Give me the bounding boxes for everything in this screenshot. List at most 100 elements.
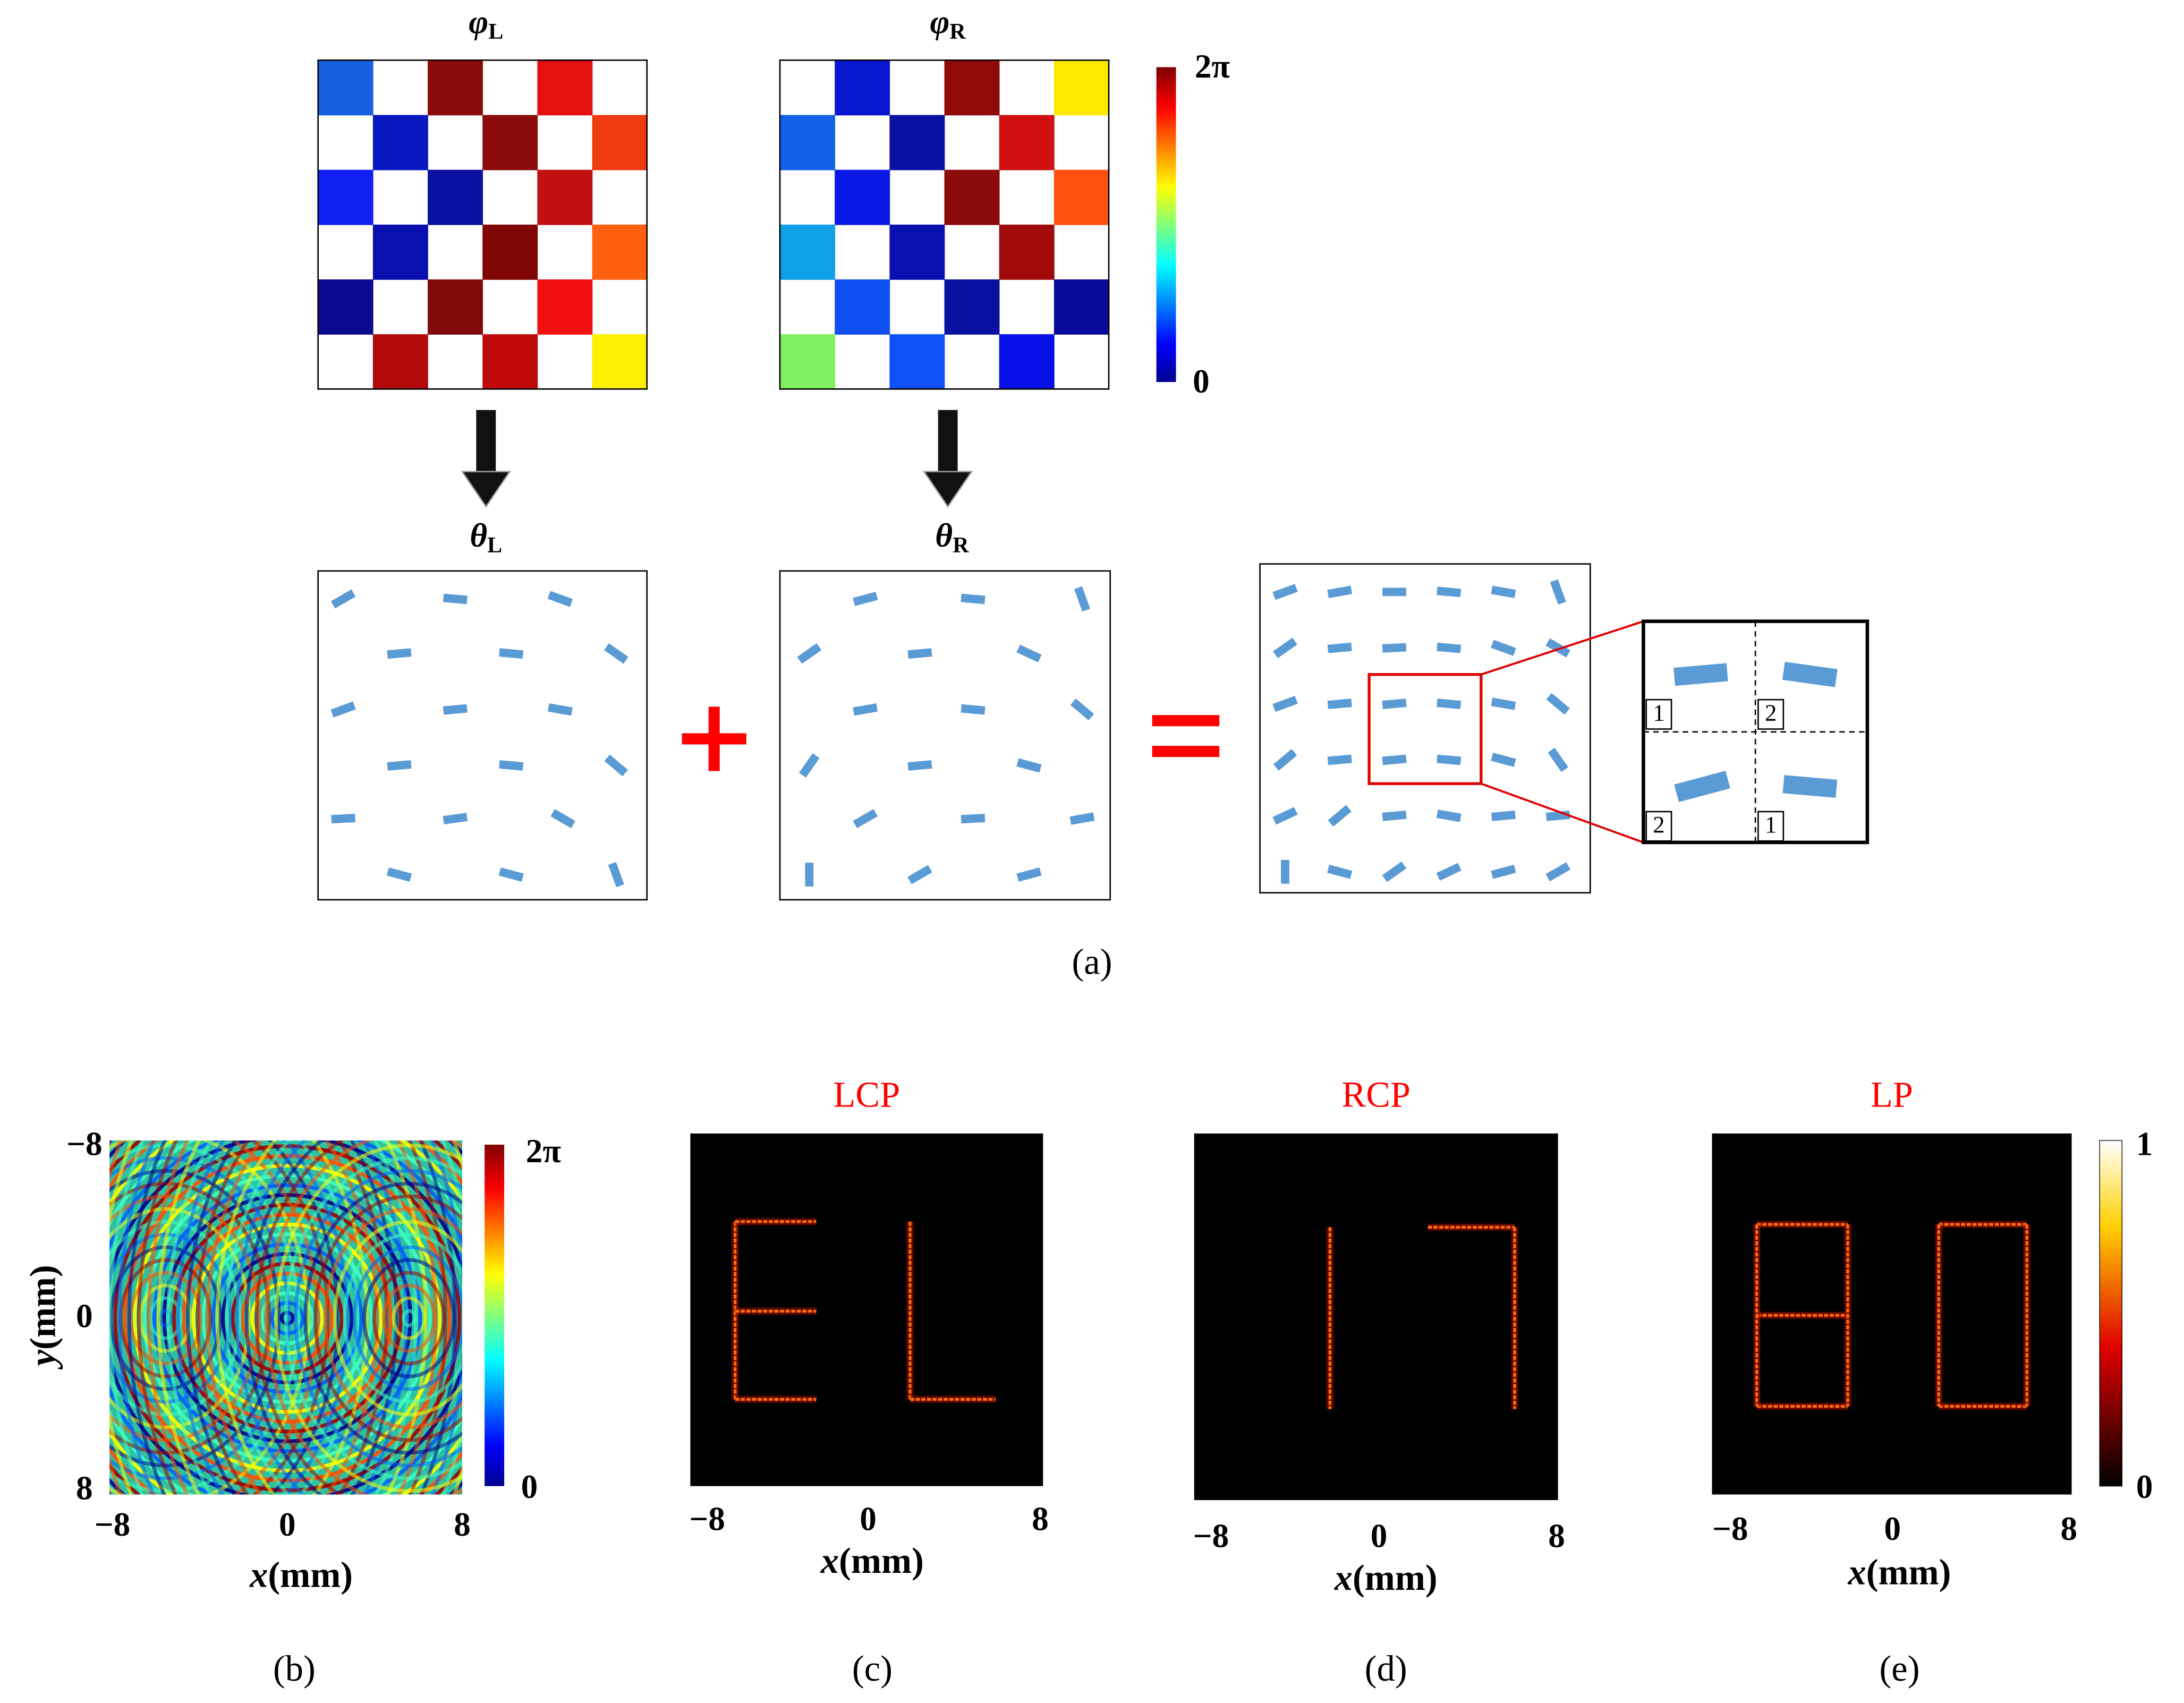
equals-sign [1152,746,1220,757]
phase-cell [318,279,373,335]
equals-sign [1152,715,1220,727]
orientation-box [1259,563,1591,894]
meta-atom [1074,586,1091,612]
phase-cell [944,279,1000,335]
meta-atom [1382,587,1406,597]
y-axis-label: y(mm) [22,1265,63,1369]
panel-title: LP [1871,1075,1913,1115]
colorbar [485,1144,505,1486]
phase-title: φR [930,3,966,44]
meta-atom [1550,579,1566,605]
phase-cell [1053,169,1109,225]
arrow-head [461,471,512,508]
meta-atom [604,643,628,664]
meta-atom [1273,749,1297,771]
meta-atom [1272,807,1298,825]
meta-atom [1016,867,1042,882]
x-tick-label: 0 [279,1506,296,1543]
x-tick-label: 8 [454,1506,471,1543]
panel-label: (d) [1365,1648,1407,1689]
intensity-map [1194,1133,1558,1501]
symbol: θ [935,517,953,554]
meta-atom [1327,699,1352,709]
fringe [201,1232,373,1404]
colorbar-min: 0 [521,1468,538,1505]
x-axis-label: x(mm) [1848,1552,1951,1592]
phase-cell [592,224,648,280]
phase-cell [372,224,428,280]
fringe [283,1140,350,1495]
cell-number: 1 [1765,811,1777,838]
phase-cell [537,169,593,225]
meta-atom [1545,862,1571,882]
fringe [109,1156,291,1480]
meta-atom [1491,697,1516,710]
fringe [215,1140,277,1495]
fringe [267,1140,339,1495]
fringe [231,1262,344,1375]
fringe [109,1220,242,1417]
orientation-box [317,570,648,901]
phase-cell [428,60,483,116]
meta-atom [797,643,822,664]
meta-atom [1328,805,1352,827]
meta-atom [547,591,573,607]
fringe [298,1140,359,1495]
fringe [323,1207,463,1429]
orientation-title: θL [470,517,502,558]
fringe [133,1163,442,1473]
meta-atom [1016,644,1042,662]
fringe [311,1140,369,1495]
phase-cell [482,334,538,390]
meta-atom [1782,775,1838,798]
plus-sign [708,706,720,771]
x-tick-label: 0 [860,1501,877,1538]
phase-cell [1053,60,1109,116]
cell-number: 2 [1765,699,1777,726]
fringe [241,1271,334,1365]
x-tick-label: −8 [1193,1517,1229,1554]
phase-cell [372,334,428,390]
y-tick-label: 8 [76,1470,93,1507]
fringe [230,1140,320,1495]
phase-cell [318,169,373,225]
meta-atom [1491,640,1516,656]
meta-atom [330,701,356,718]
meta-atom [907,865,932,884]
panel-label: (b) [273,1648,316,1689]
meta-atom [550,809,576,829]
phase-cell [592,115,648,171]
fringe [362,1258,456,1378]
meta-atom [387,760,412,771]
phase-title: φL [469,3,503,44]
zoom-line [1481,782,1644,844]
meta-atom [907,760,932,771]
fringe [337,1140,389,1495]
fringe [172,1203,403,1434]
fringe [109,1140,310,1495]
cell-number: 1 [1653,699,1664,726]
meta-atom [1272,695,1298,712]
phase-cell [372,115,428,171]
meta-atom [1382,754,1407,765]
fringe [123,1154,452,1483]
fringe [235,1140,308,1495]
phase-cell [944,60,1000,116]
axis-unit: (mm) [22,1265,63,1350]
meta-atom [1327,864,1353,879]
phase-cell [1053,279,1109,335]
colorbar-max: 2π [1195,48,1230,85]
axis-variable: x [1848,1552,1866,1592]
phase-cell [999,224,1055,280]
phase-cell [780,115,836,171]
fringe [109,1181,271,1455]
phase-cell [780,334,836,390]
meta-atom [805,863,814,887]
subscript: L [487,533,502,558]
axis-unit: (mm) [839,1540,924,1581]
meta-atom [1491,810,1516,821]
meta-atom [1673,663,1728,686]
meta-atom [1491,753,1516,767]
fringe [333,1220,463,1417]
